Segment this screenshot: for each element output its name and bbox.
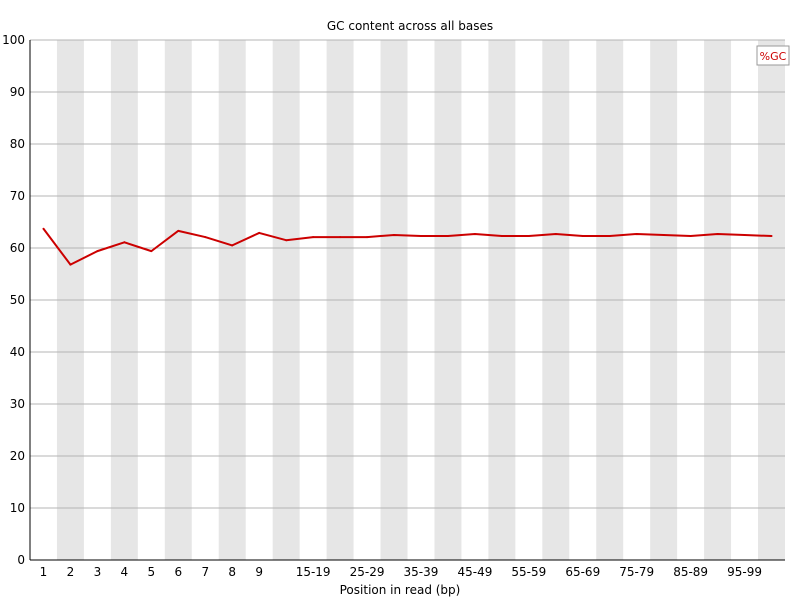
data-point — [339, 236, 342, 239]
data-point — [743, 234, 746, 236]
y-tick-label: 30 — [10, 397, 25, 411]
x-tick-label: 15-19 — [296, 565, 331, 579]
x-tick-label: 6 — [174, 565, 182, 579]
data-point — [608, 235, 611, 238]
y-tick-label: 20 — [10, 449, 25, 463]
series-line-gc — [42, 228, 772, 266]
data-point — [446, 235, 449, 238]
y-tick-label: 50 — [10, 293, 25, 307]
x-tick-label: 95-99 — [727, 565, 762, 579]
data-point — [231, 244, 234, 247]
legend-label: %GC — [760, 50, 787, 63]
data-point — [312, 236, 315, 239]
y-tick-label: 80 — [10, 137, 25, 151]
data-point — [473, 232, 476, 235]
data-point — [554, 232, 557, 235]
data-point — [285, 239, 288, 242]
x-tick-label: 75-79 — [619, 565, 654, 579]
data-point — [204, 236, 207, 239]
data-point — [662, 234, 665, 236]
y-tick-label: 0 — [17, 553, 25, 567]
data-point — [393, 234, 396, 236]
data-point — [689, 235, 692, 238]
data-point — [635, 232, 638, 235]
x-tick-label: 25-29 — [350, 565, 385, 579]
x-tick-label: 5 — [148, 565, 156, 579]
x-tick-label: 7 — [201, 565, 209, 579]
y-tick-label: 40 — [10, 345, 25, 359]
data-point — [177, 229, 180, 232]
data-point — [419, 235, 422, 238]
x-tick-label: 35-39 — [404, 565, 439, 579]
data-point — [69, 263, 72, 266]
data-point — [150, 250, 153, 253]
x-tick-label: 9 — [255, 565, 263, 579]
legend: %GC — [756, 45, 790, 66]
series-lines — [42, 227, 773, 266]
x-tick-labels: 1 2 3 4 5 6 7 8 9 15-19 25-29 35-39 45-49 55-59 65-69 7… — [40, 565, 762, 579]
legend-box — [756, 45, 790, 66]
data-point — [581, 235, 584, 238]
x-tick-label: 4 — [121, 565, 129, 579]
y-tick-label: 70 — [10, 189, 25, 203]
y-tick-label: 90 — [10, 85, 25, 99]
x-tick-label: 1 — [40, 565, 48, 579]
x-tick-label: 2 — [67, 565, 75, 579]
data-point — [123, 241, 126, 244]
y-tick-labels: 0 10 20 30 40 50 60 70 80 90 100 — [2, 33, 25, 567]
gridlines — [30, 39, 785, 509]
data-point — [258, 231, 261, 234]
data-point — [96, 250, 99, 253]
y-tick-label: 60 — [10, 241, 25, 255]
chart-title: GC content across all bases — [327, 19, 493, 33]
x-axis-label: Position in read (bp) — [340, 583, 461, 597]
x-tick-label: 55-59 — [511, 565, 546, 579]
y-tick-label: 100 — [2, 33, 25, 47]
x-tick-label: 45-49 — [457, 565, 492, 579]
data-point — [770, 235, 773, 238]
x-tick-label: 85-89 — [673, 565, 708, 579]
x-tick-label: 8 — [228, 565, 236, 579]
x-tick-label: 65-69 — [565, 565, 600, 579]
data-point — [716, 232, 719, 235]
x-tick-label: 3 — [94, 565, 102, 579]
data-point — [366, 236, 369, 239]
data-point — [42, 227, 45, 230]
data-point — [527, 235, 530, 238]
y-tick-label: 10 — [10, 501, 25, 515]
data-point — [500, 235, 503, 238]
